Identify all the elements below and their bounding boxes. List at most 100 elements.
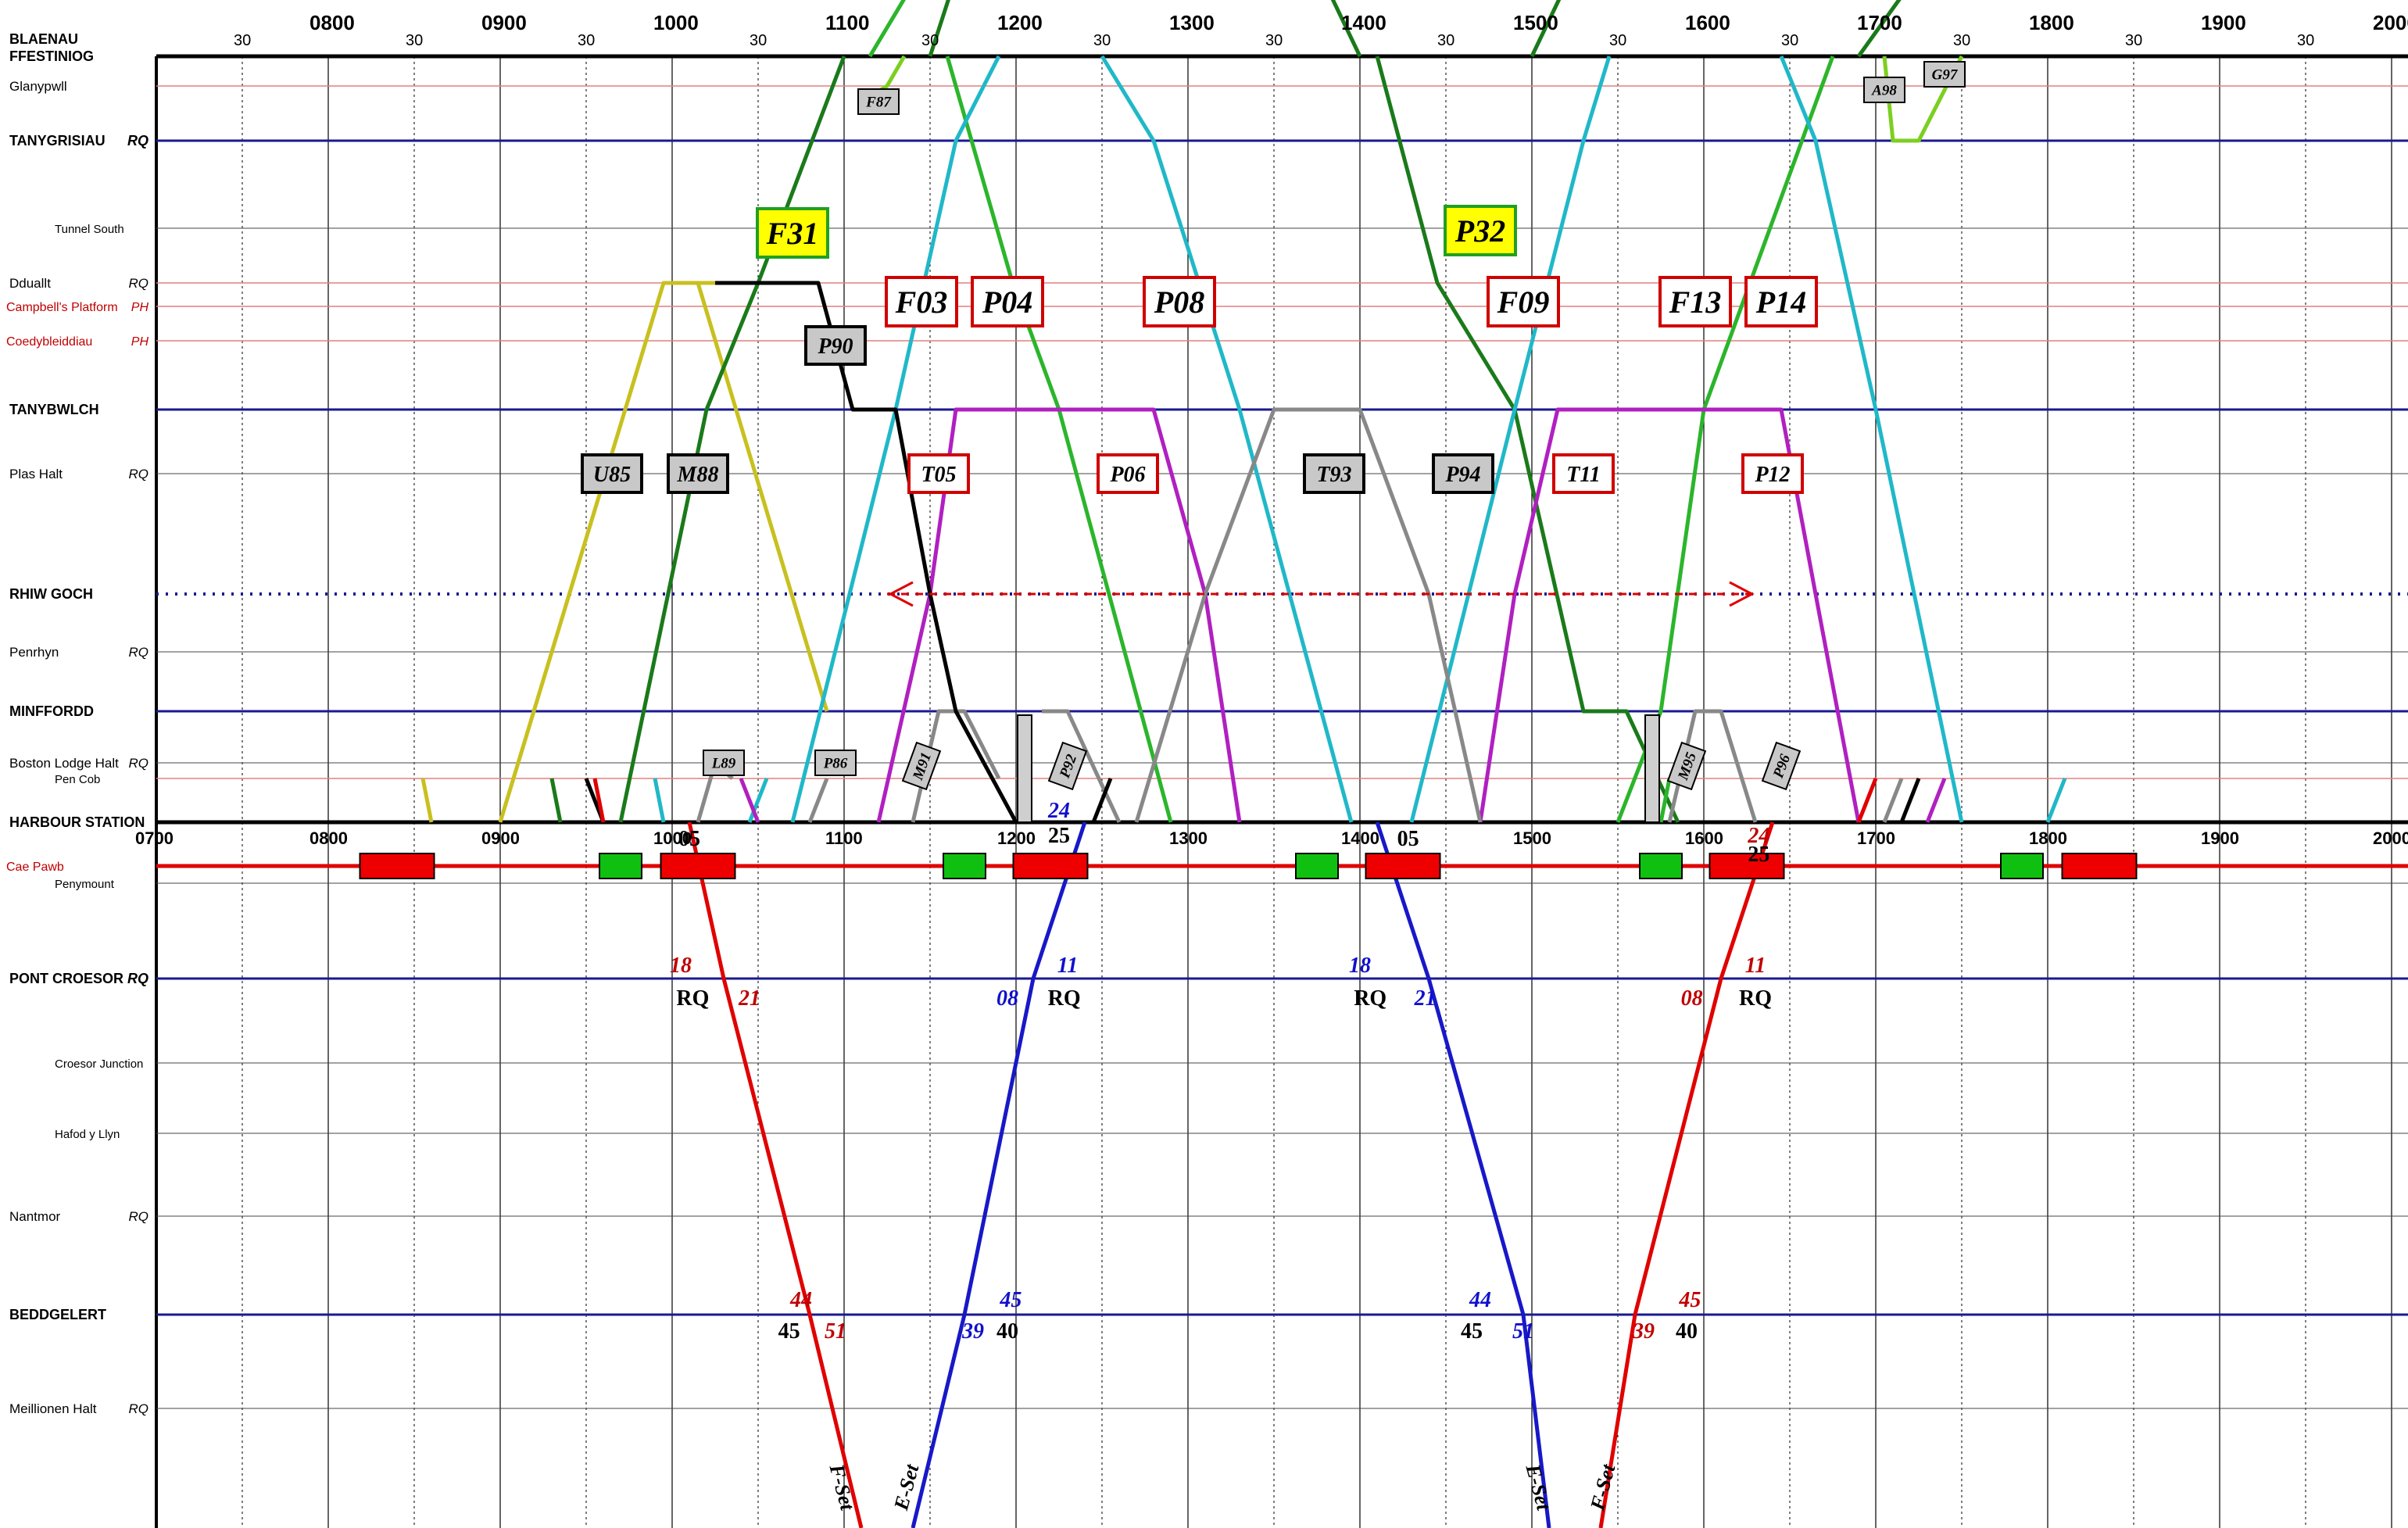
train-path — [747, 778, 769, 823]
timing-label: 21 — [738, 986, 760, 1011]
timing-label: 45 — [778, 1319, 800, 1344]
station-label: Penymount — [55, 878, 115, 891]
cae-pawb-block — [2061, 853, 2138, 879]
cae-pawb-block — [943, 853, 986, 879]
station-label: HARBOUR STATION — [9, 814, 145, 830]
half-hour-label: 30 — [1265, 32, 1283, 49]
train-path — [2045, 778, 2067, 823]
train-path — [696, 282, 829, 712]
train-code-label: F13 — [1669, 284, 1722, 320]
station-label: MINFFORDD — [9, 703, 94, 719]
set-label: F-Set — [825, 1461, 859, 1512]
timing-label: 39 — [961, 1319, 984, 1344]
train-code-frame — [901, 741, 942, 791]
train-code-box: P12 — [1741, 453, 1804, 494]
hour-label: 1300 — [1169, 11, 1215, 34]
train-code-frame — [857, 88, 900, 115]
train-code-label: P94 — [1444, 463, 1480, 487]
station-qualifier: RQ — [129, 1401, 149, 1416]
train-path — [618, 55, 846, 823]
cae-pawb-block — [2000, 853, 2044, 879]
loop-marker — [1644, 714, 1660, 823]
train-path — [1598, 821, 1775, 1528]
train-path — [911, 821, 1087, 1528]
train-code-label: P04 — [982, 284, 1032, 320]
train-code-frame — [1432, 453, 1494, 494]
train-code-box: F87 — [857, 88, 900, 115]
train-code-frame — [1552, 453, 1615, 494]
timing-label: 05 — [1397, 827, 1419, 851]
timing-label: 18 — [1349, 954, 1371, 978]
station-qualifier: RQ — [127, 971, 148, 986]
train-code-box: G97 — [1923, 61, 1966, 88]
half-hour-label: 30 — [1437, 32, 1454, 49]
axis-hour-label: 1700 — [1857, 828, 1895, 848]
train-path — [1375, 55, 1680, 824]
train-code-box: P14 — [1744, 276, 1818, 327]
train-code-box: P32 — [1444, 205, 1517, 256]
station-qualifier: PH — [131, 301, 149, 314]
train-path — [1409, 55, 1612, 823]
train-path — [1856, 0, 1902, 58]
station-label: Penrhyn — [9, 645, 59, 660]
hour-label: 1000 — [653, 11, 699, 34]
train-code-box: P86 — [814, 750, 857, 776]
train-code-frame — [1666, 741, 1707, 791]
cae-pawb-block — [359, 853, 435, 879]
hour-label: 1400 — [1341, 11, 1386, 34]
station-label: Nantmor — [9, 1209, 61, 1224]
cae-pawb-block — [1295, 853, 1339, 879]
train-code-frame — [1097, 453, 1159, 494]
station-label: Croesor Junction — [55, 1057, 143, 1071]
train-code-box: P96 — [1761, 741, 1802, 791]
station-label: Coedybleiddiau — [6, 335, 92, 349]
train-code-label: P32 — [1454, 213, 1505, 249]
station-label: Meillionen Halt — [9, 1401, 97, 1416]
train-code-frame — [1761, 741, 1802, 791]
hour-label: 1700 — [1857, 11, 1902, 34]
train-code-frame — [756, 207, 829, 259]
train-code-box: M91 — [901, 741, 942, 791]
timing-label: 45 — [999, 1288, 1022, 1312]
train-code-box: P08 — [1143, 276, 1216, 327]
timing-label: 40 — [1676, 1319, 1698, 1344]
station-label: Plas Halt — [9, 467, 63, 481]
train-path — [739, 778, 760, 823]
timing-label: 21 — [1414, 986, 1437, 1011]
station-label: RHIW GOCH — [9, 586, 93, 602]
train-code-frame — [1923, 61, 1966, 88]
axis-hour-label: 1400 — [1341, 828, 1379, 848]
train-path — [1856, 778, 1878, 823]
station-label: Boston Lodge Halt — [9, 756, 119, 771]
half-hour-label: 30 — [1953, 32, 1970, 49]
hour-label: 1800 — [2029, 11, 2074, 34]
cae-pawb-block — [1012, 853, 1089, 879]
station-qualifier: RQ — [129, 276, 149, 291]
cae-pawb-block — [599, 853, 642, 879]
station-qualifier: RQ — [129, 645, 149, 660]
timing-label: 44 — [789, 1288, 812, 1312]
hour-label: 0800 — [309, 11, 355, 34]
half-hour-label: 30 — [1093, 32, 1111, 49]
train-path — [945, 55, 1173, 823]
train-code-label: T11 — [1566, 463, 1601, 487]
hour-label: 1200 — [997, 11, 1043, 34]
train-path — [653, 778, 666, 823]
timing-label: 05 — [678, 827, 700, 851]
timing-label: RQ — [1739, 986, 1772, 1011]
timing-label: 40 — [996, 1319, 1018, 1344]
station-qualifier: RQ — [129, 467, 149, 481]
train-code-frame — [814, 750, 857, 776]
train-code-frame — [1303, 453, 1365, 494]
cae-pawb-block — [1708, 853, 1785, 879]
timing-label: 25 — [1748, 843, 1769, 867]
half-hour-label: 30 — [2125, 32, 2142, 49]
timing-label: 45 — [1461, 1319, 1483, 1344]
station-label: Glanypwll — [9, 79, 67, 94]
train-code-box: F13 — [1658, 276, 1732, 327]
timing-label: 08 — [1681, 986, 1703, 1011]
train-code-label: P14 — [1755, 284, 1806, 320]
train-code-label: P06 — [1109, 463, 1145, 487]
timing-label: RQ — [1354, 986, 1386, 1011]
